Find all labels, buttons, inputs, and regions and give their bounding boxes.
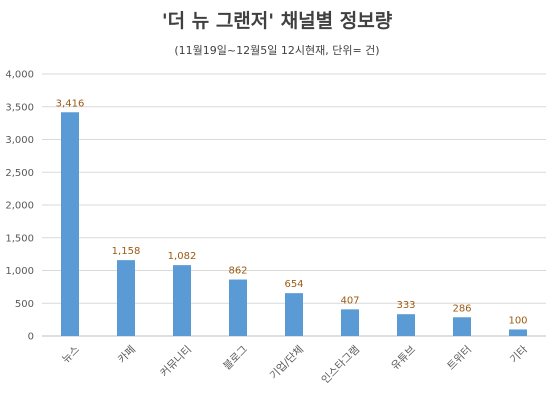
bar (341, 309, 359, 336)
bar (509, 329, 527, 336)
y-tick-label: 2,500 (5, 168, 34, 179)
bar (285, 293, 303, 336)
data-label: 654 (284, 279, 303, 290)
y-tick-label: 1,500 (5, 233, 34, 244)
data-label: 1,158 (112, 246, 141, 257)
category-label: 인스타그램 (319, 344, 362, 387)
y-tick-label: 500 (15, 299, 34, 310)
y-tick-label: 3,500 (5, 102, 34, 113)
y-tick-label: 1,000 (5, 266, 34, 277)
y-tick-label: 4,000 (5, 70, 34, 81)
y-tick-label: 2,000 (5, 201, 34, 212)
data-label: 3,416 (56, 98, 85, 109)
data-label: 333 (396, 300, 415, 311)
category-label: 블로그 (221, 343, 250, 372)
data-label: 1,082 (168, 251, 197, 262)
bar (117, 260, 135, 336)
y-tick-label: 0 (28, 332, 34, 343)
category-label: 유튜브 (389, 343, 418, 372)
category-label: 카페 (116, 344, 138, 366)
data-label: 862 (228, 266, 247, 277)
bar (453, 317, 471, 336)
bar (173, 265, 191, 336)
data-label: 407 (340, 295, 359, 306)
category-label: 기타 (508, 343, 530, 365)
data-label: 286 (452, 303, 471, 314)
chart-title: '더 뉴 그랜저' 채널별 정보량 (161, 10, 393, 32)
category-label: 트위터 (444, 343, 474, 373)
category-label: 커뮤니티 (158, 344, 194, 380)
category-label: 기업/단체 (267, 343, 306, 382)
bar (229, 279, 247, 336)
bar (397, 314, 415, 336)
data-label: 100 (508, 315, 527, 326)
y-tick-label: 3,000 (5, 135, 34, 146)
chart-subtitle: (11월19일~12월5일 12시현재, 단위= 건) (174, 44, 380, 57)
category-label: 뉴스 (60, 343, 82, 365)
bar (61, 112, 79, 336)
